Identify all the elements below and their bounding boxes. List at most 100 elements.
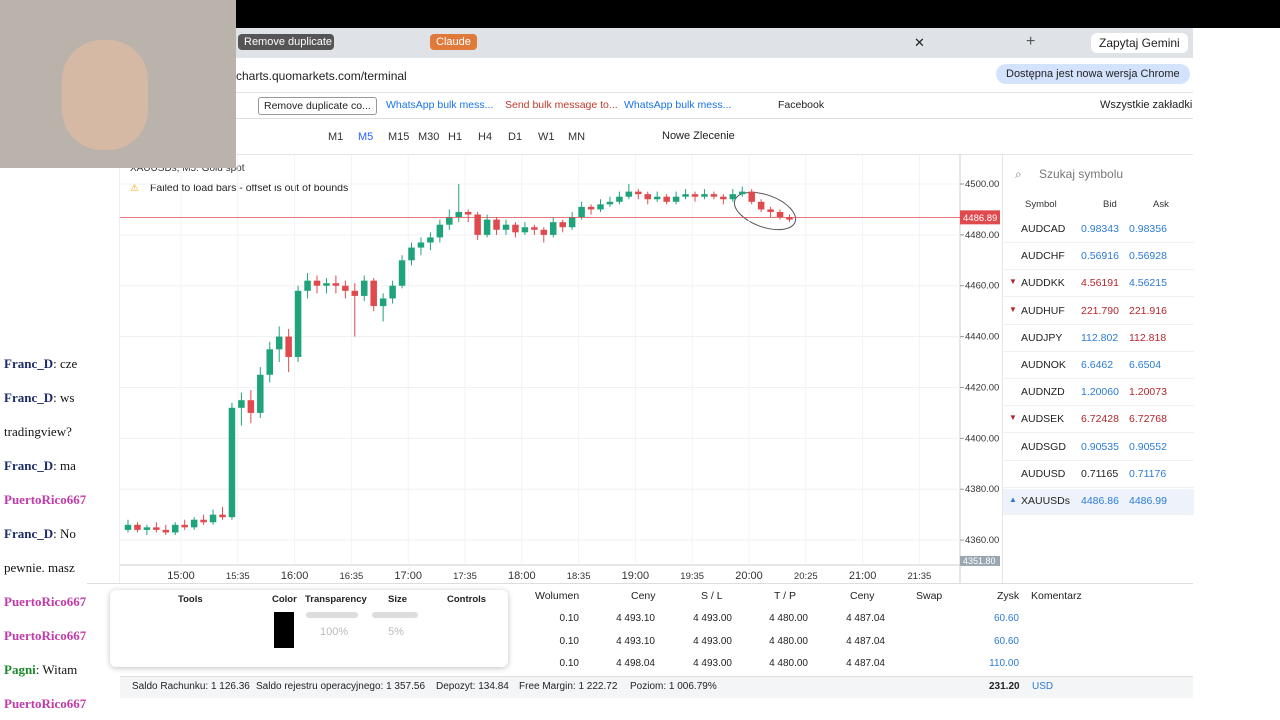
current-price-label: 4486.89 bbox=[963, 213, 997, 224]
bookmark[interactable]: Send bulk message to... bbox=[505, 99, 618, 111]
timeframe[interactable]: H1 bbox=[448, 131, 463, 143]
position-cell: 60.60 bbox=[993, 613, 1019, 624]
watchlist-row[interactable] bbox=[1003, 271, 1194, 298]
watchlist-row[interactable] bbox=[1003, 407, 1194, 434]
candle-body bbox=[710, 194, 718, 197]
watchlist-row[interactable] bbox=[1003, 299, 1194, 325]
watchlist-row[interactable] bbox=[1003, 462, 1194, 488]
bookmark[interactable]: Remove duplicate co... bbox=[258, 97, 377, 115]
chat-line: PuertoRico667 bbox=[4, 696, 86, 712]
chat-user: Franc_D bbox=[4, 356, 54, 371]
x-tick-label: 20:25 bbox=[794, 571, 818, 582]
account-stat: Saldo rejestru operacyjnego: 1 357.56 bbox=[256, 681, 426, 692]
chat-user: PuertoRico667 bbox=[4, 696, 87, 711]
candle-body bbox=[228, 407, 236, 518]
candle-body bbox=[483, 219, 491, 235]
color-swatch[interactable] bbox=[274, 612, 294, 648]
y-tick-label: 4420.00 bbox=[965, 382, 999, 393]
chat-user: Franc_D bbox=[4, 390, 54, 405]
watchlist-row[interactable] bbox=[1003, 244, 1194, 271]
chat-overlay: Franc_D: cze Franc_D: ws tradingview? Franc… bbox=[0, 168, 87, 720]
chat-user: PuertoRico667 bbox=[4, 594, 87, 609]
candle-body bbox=[455, 211, 462, 218]
new-tab[interactable]: + bbox=[1026, 33, 1036, 50]
x-tick-label: 19:35 bbox=[680, 571, 704, 582]
url[interactable]: charts.quomarkets.com/terminal bbox=[236, 69, 407, 83]
size-slider[interactable] bbox=[372, 612, 418, 618]
position-cell: 60.60 bbox=[993, 635, 1019, 647]
bookmark[interactable]: WhatsApp bulk mess... bbox=[624, 99, 732, 111]
column-header: Swap bbox=[916, 590, 943, 602]
tab[interactable]: Claude bbox=[430, 34, 477, 50]
candle-body bbox=[181, 524, 188, 528]
trend-arrow: ▼ bbox=[1009, 277, 1017, 287]
chat-line: Franc_D: ma bbox=[4, 458, 76, 474]
chat-line: Pagni: Witam bbox=[4, 662, 77, 678]
candle-body bbox=[361, 280, 368, 296]
timeframe[interactable]: M15 bbox=[388, 131, 410, 143]
gemini-button[interactable]: Zapytaj Gemini bbox=[1091, 33, 1188, 53]
timeframe[interactable]: MN bbox=[568, 131, 586, 143]
position-cell: 0.10 bbox=[559, 613, 579, 624]
watchlist-row[interactable] bbox=[1003, 353, 1194, 379]
candle-body bbox=[313, 280, 321, 286]
position-cell: 4 498.04 bbox=[616, 658, 655, 669]
ask: 4.56215 bbox=[1129, 277, 1167, 290]
x-tick-label: 21:00 bbox=[849, 570, 877, 582]
watchlist-row[interactable] bbox=[1003, 326, 1194, 352]
timeframe[interactable]: M30 bbox=[418, 131, 440, 143]
x-tick-label: 15:35 bbox=[226, 571, 250, 582]
chat-line: Franc_D: No bbox=[4, 526, 76, 542]
ask: 112.818 bbox=[1129, 331, 1167, 344]
tab[interactable]: Remove duplicate co bbox=[238, 34, 334, 50]
bid: 0.90535 bbox=[1081, 440, 1119, 453]
candle-body bbox=[606, 201, 614, 205]
watchlist-header: Bid bbox=[1103, 199, 1117, 210]
watchlist-row[interactable] bbox=[1003, 217, 1194, 243]
position-cell: 4 493.10 bbox=[616, 613, 655, 624]
timeframe[interactable]: D1 bbox=[508, 131, 523, 143]
x-tick-label: 20:00 bbox=[735, 570, 763, 582]
candle-body bbox=[408, 247, 415, 261]
watchlist-row[interactable] bbox=[1003, 489, 1194, 515]
timeframe[interactable]: W1 bbox=[538, 131, 555, 143]
candle-body bbox=[304, 280, 311, 291]
update-notice[interactable]: Dostępna jest nowa wersja Chrome bbox=[996, 64, 1190, 84]
watchlist-row[interactable] bbox=[1003, 380, 1194, 407]
tools-section: Controls bbox=[447, 594, 487, 605]
candle-body bbox=[464, 211, 472, 215]
y-tick-label: 4440.00 bbox=[965, 332, 999, 343]
position-cell: 4 480.00 bbox=[769, 613, 808, 624]
timeframe[interactable]: H4 bbox=[478, 131, 493, 143]
y-tick-label: 4500.00 bbox=[965, 179, 999, 190]
symbol: AUDHUF bbox=[1021, 304, 1065, 317]
ask: 0.90552 bbox=[1129, 440, 1167, 453]
symbol-search[interactable]: Szukaj symbolu bbox=[1039, 167, 1124, 181]
plot-area bbox=[120, 155, 960, 565]
hand-annotation bbox=[733, 191, 797, 231]
bookmark[interactable]: Facebook bbox=[778, 99, 825, 111]
chat-text: : No bbox=[53, 526, 76, 541]
candle-body bbox=[635, 191, 642, 195]
timeframe[interactable]: M5 bbox=[358, 131, 374, 143]
candle-body bbox=[398, 260, 406, 286]
position-cell: 4 493.00 bbox=[693, 635, 732, 647]
watchlist-header: Ask bbox=[1153, 199, 1169, 210]
bookmarks-bar: Wszystkie zakładki Remove duplicate co..… bbox=[236, 93, 1193, 119]
candle-body bbox=[587, 206, 595, 210]
bookmark[interactable]: WhatsApp bulk mess... bbox=[386, 99, 494, 111]
candle-body bbox=[209, 514, 217, 523]
close-tab[interactable]: ✕ bbox=[914, 35, 925, 50]
x-tick-label: 17:35 bbox=[453, 571, 477, 582]
watchlist-row[interactable] bbox=[1003, 435, 1194, 461]
timeframe[interactable]: M1 bbox=[328, 131, 344, 143]
candle-body bbox=[559, 222, 566, 228]
all-bookmarks[interactable]: Wszystkie zakładki bbox=[1100, 99, 1193, 111]
candle-body bbox=[701, 194, 708, 197]
column-header: Zysk bbox=[997, 590, 1020, 602]
tools-section: Transparency bbox=[305, 594, 367, 605]
ask: 6.6504 bbox=[1129, 359, 1162, 371]
chat-user: PuertoRico667 bbox=[4, 628, 87, 643]
new-order[interactable]: Nowe Zlecenie bbox=[662, 130, 735, 142]
transparency-slider[interactable] bbox=[306, 612, 358, 618]
